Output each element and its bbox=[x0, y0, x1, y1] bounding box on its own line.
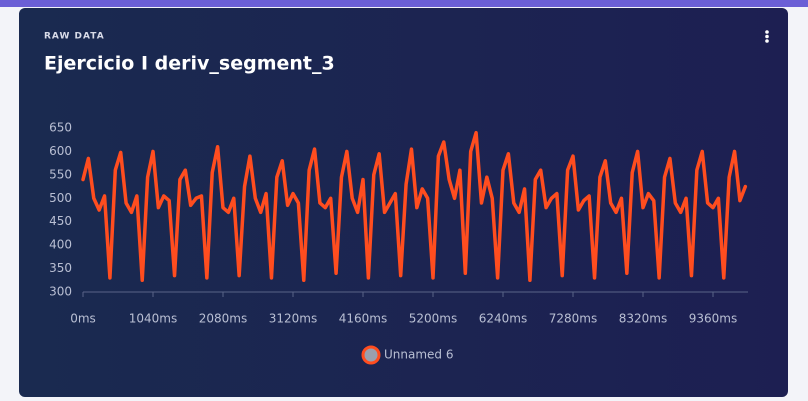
legend-label[interactable]: Unnamed 6 bbox=[384, 348, 454, 362]
y-tick-label: 650 bbox=[49, 121, 72, 135]
menu-dot bbox=[765, 39, 769, 43]
chart-title: Ejercicio I deriv_segment_3 bbox=[44, 53, 335, 75]
x-tick-label: 7280ms bbox=[549, 312, 597, 326]
x-tick-label: 6240ms bbox=[479, 312, 527, 326]
legend-marker[interactable] bbox=[361, 345, 381, 365]
y-tick-label: 300 bbox=[49, 285, 72, 299]
menu-dot bbox=[765, 34, 769, 39]
menu-dot bbox=[765, 30, 769, 34]
card-label: RAW DATA bbox=[44, 32, 105, 42]
top-bar bbox=[0, 0, 808, 7]
y-tick-label: 450 bbox=[49, 214, 72, 228]
y-tick-label: 400 bbox=[49, 238, 72, 252]
data-line bbox=[81, 130, 748, 283]
x-tick-label: 5200ms bbox=[409, 312, 457, 326]
x-tick-label: 9360ms bbox=[689, 312, 737, 326]
y-tick-label: 350 bbox=[49, 261, 72, 275]
x-tick-label: 8320ms bbox=[619, 312, 667, 326]
y-tick-label: 600 bbox=[49, 144, 72, 158]
x-tick-label: 3120ms bbox=[269, 312, 317, 326]
x-tick-label: 4160ms bbox=[339, 312, 387, 326]
menu-button[interactable] bbox=[765, 30, 769, 43]
x-tick-label: 0ms bbox=[70, 312, 96, 326]
y-tick-label: 500 bbox=[49, 191, 72, 205]
x-tick-label: 2080ms bbox=[199, 312, 247, 326]
x-tick-label: 1040ms bbox=[129, 312, 177, 326]
y-tick-label: 550 bbox=[49, 167, 72, 181]
